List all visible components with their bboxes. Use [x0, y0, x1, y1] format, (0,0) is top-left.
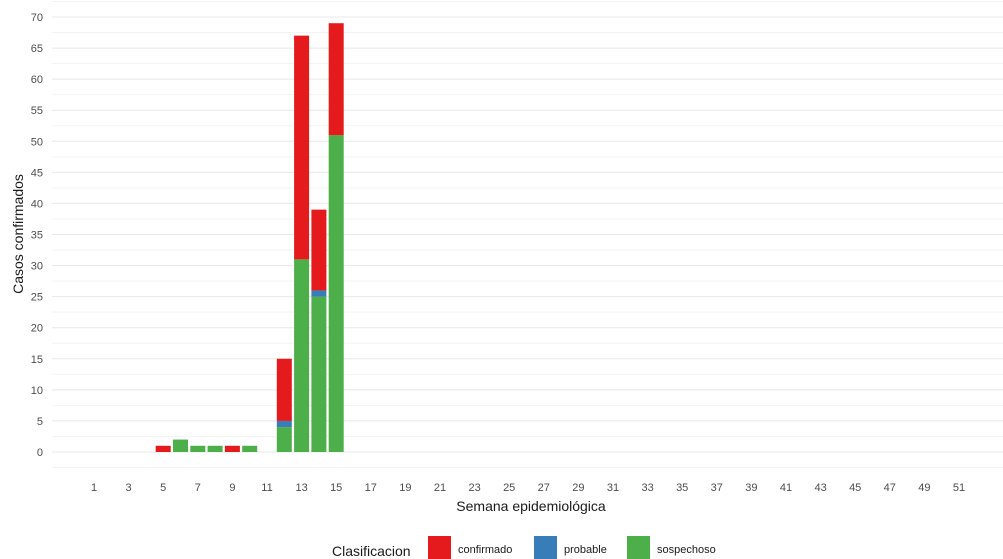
x-tick-label: 13 [295, 482, 307, 494]
y-tick-label: 35 [31, 230, 43, 242]
x-tick-label: 29 [572, 482, 584, 494]
x-tick-label: 3 [126, 482, 132, 494]
bar-segment-sospechoso [294, 259, 310, 452]
bar-segment-confirmado [311, 209, 327, 291]
x-tick-label: 9 [229, 482, 235, 494]
y-tick-label: 0 [37, 447, 43, 459]
legend-key-confirmado [428, 536, 451, 559]
x-tick-label: 19 [399, 482, 411, 494]
bars [155, 23, 344, 453]
y-tick-label: 5 [37, 416, 43, 428]
x-tick-label: 33 [641, 482, 653, 494]
legend-label-sospechoso: sospechoso [657, 544, 716, 556]
bar-segment-confirmado [155, 445, 171, 452]
y-tick-labels: 0 5 10 15 20 25 30 35 40 45 50 55 60 65 70 [31, 12, 43, 459]
x-tick-label: 27 [538, 482, 550, 494]
legend-title: Clasificacion [332, 543, 411, 559]
x-tick-label: 43 [814, 482, 826, 494]
bar-segment-confirmado [276, 358, 292, 421]
y-tick-label: 55 [31, 105, 43, 117]
x-tick-label: 41 [780, 482, 792, 494]
x-tick-label: 35 [676, 482, 688, 494]
x-tick-label: 7 [195, 482, 201, 494]
bar-segment-sospechoso [190, 445, 206, 452]
bar-segment-sospechoso [173, 439, 188, 452]
y-tick-label: 65 [31, 43, 43, 55]
y-tick-label: 30 [31, 261, 43, 273]
x-tick-label: 45 [849, 482, 861, 494]
bar-segment-confirmado [294, 35, 310, 260]
legend: Clasificacion confirmado probable sospechos… [332, 536, 716, 559]
bar-segment-sospechoso [207, 445, 223, 452]
bar-segment-sospechoso [311, 296, 327, 452]
y-tick-label: 25 [31, 292, 43, 304]
x-tick-label: 47 [884, 482, 896, 494]
x-tick-label: 5 [160, 482, 166, 494]
y-tick-label: 70 [31, 12, 43, 24]
x-axis-title: Semana epidemiológica [456, 498, 606, 514]
y-tick-label: 60 [31, 74, 43, 86]
legend-label-probable: probable [564, 544, 607, 556]
x-tick-label: 1 [91, 482, 97, 494]
x-tick-label: 25 [503, 482, 515, 494]
y-tick-label: 45 [31, 167, 43, 179]
bar-segment-confirmado [328, 23, 344, 136]
y-axis-title: Casos confirmados [10, 174, 26, 294]
x-tick-label: 49 [918, 482, 930, 494]
bar-segment-sospechoso [328, 135, 344, 453]
y-tick-label: 20 [31, 323, 43, 335]
y-tick-label: 50 [31, 136, 43, 148]
legend-key-probable [534, 536, 557, 559]
x-tick-label: 21 [434, 482, 446, 494]
y-tick-label: 10 [31, 385, 43, 397]
x-tick-label: 17 [365, 482, 377, 494]
x-tick-label: 23 [468, 482, 480, 494]
bar-segment-probable [311, 290, 327, 297]
x-tick-label: 37 [711, 482, 723, 494]
x-tick-labels: 1 3 5 7 9 11 13 15 17 19 21 23 25 27 29 31 33 35 37 39 41 43 4… [91, 482, 965, 494]
y-tick-label: 40 [31, 198, 43, 210]
x-tick-label: 31 [607, 482, 619, 494]
x-tick-label: 11 [261, 482, 272, 494]
bar-segment-probable [276, 420, 292, 428]
x-tick-label: 51 [953, 482, 965, 494]
x-tick-label: 15 [330, 482, 342, 494]
legend-label-confirmado: confirmado [458, 544, 512, 556]
grid-lines [52, 0, 1003, 469]
bar-segment-sospechoso [242, 445, 258, 452]
legend-key-sospechoso [627, 536, 650, 559]
bar-segment-sospechoso [276, 427, 292, 452]
y-tick-label: 15 [31, 354, 43, 366]
x-tick-label: 39 [745, 482, 757, 494]
bar-segment-confirmado [224, 445, 240, 452]
